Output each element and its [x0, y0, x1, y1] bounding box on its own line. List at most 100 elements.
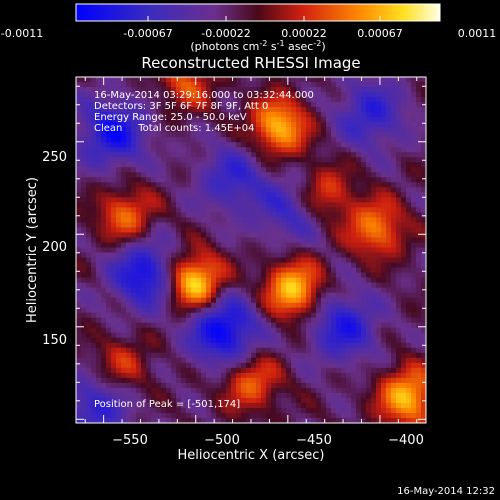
heatmap-cell	[251, 387, 257, 394]
heatmap-cell	[201, 242, 207, 248]
heatmap-cell	[246, 307, 252, 314]
heatmap-cell	[286, 117, 292, 123]
heatmap-cell	[406, 172, 412, 178]
heatmap-cell	[231, 412, 237, 419]
heatmap-cell	[366, 102, 372, 108]
heatmap-cell	[246, 187, 252, 193]
heatmap-cell	[341, 252, 347, 258]
heatmap-cell	[226, 92, 232, 98]
heatmap-cell	[101, 192, 107, 198]
heatmap-cell	[351, 242, 357, 248]
heatmap-cell	[241, 237, 247, 243]
heatmap-cell	[181, 417, 187, 423]
heatmap-cell	[356, 152, 362, 158]
heatmap-cell	[86, 387, 92, 394]
heatmap-cell	[366, 197, 372, 203]
heatmap-cell	[421, 367, 426, 374]
heatmap-cell	[176, 197, 182, 203]
heatmap-cell	[326, 82, 332, 88]
heatmap-cell	[131, 157, 137, 163]
heatmap-cell	[76, 137, 82, 143]
heatmap-cell	[371, 352, 377, 359]
heatmap-cell	[241, 347, 247, 354]
heatmap-cell	[101, 352, 107, 359]
heatmap-cell	[201, 387, 207, 394]
heatmap-cell	[106, 147, 112, 153]
heatmap-cell	[141, 297, 147, 304]
heatmap-cell	[376, 407, 382, 414]
heatmap-cell	[286, 177, 292, 183]
heatmap-cell	[276, 197, 282, 203]
heatmap-cell	[316, 402, 322, 409]
heatmap-cell	[171, 167, 177, 173]
heatmap-cell	[331, 312, 337, 319]
heatmap-cell	[136, 102, 142, 108]
heatmap-cell	[186, 377, 192, 384]
heatmap-cell	[166, 237, 172, 243]
heatmap-cell	[276, 82, 282, 88]
heatmap-cell	[76, 347, 82, 354]
heatmap-cell	[101, 302, 107, 309]
heatmap-cell	[221, 382, 227, 389]
heatmap-cell	[336, 392, 342, 399]
heatmap-cell	[76, 367, 82, 374]
heatmap-cell	[416, 217, 422, 223]
heatmap-cell	[166, 162, 172, 168]
heatmap-cell	[381, 317, 387, 324]
heatmap-cell	[296, 162, 302, 168]
heatmap-cell	[406, 377, 412, 384]
heatmap-cell	[281, 167, 287, 173]
heatmap-cell	[96, 142, 102, 148]
heatmap-cell	[236, 227, 242, 233]
heatmap-cell	[326, 117, 332, 123]
heatmap-cell	[366, 157, 372, 163]
heatmap-cell	[211, 97, 217, 103]
heatmap-cell	[396, 177, 402, 183]
heatmap-cell	[96, 132, 102, 138]
heatmap-cell	[226, 402, 232, 409]
heatmap-cell	[421, 257, 426, 263]
heatmap-cell	[401, 202, 407, 208]
heatmap-cell	[231, 297, 237, 304]
heatmap-cell	[326, 97, 332, 103]
heatmap-cell	[381, 347, 387, 354]
heatmap-cell	[341, 372, 347, 379]
heatmap-cell	[311, 77, 317, 83]
heatmap-cell	[106, 402, 112, 409]
heatmap-cell	[306, 197, 312, 203]
heatmap-cell	[106, 362, 112, 369]
heatmap-cell	[401, 82, 407, 88]
heatmap-cell	[401, 272, 407, 278]
heatmap-cell	[116, 317, 122, 324]
heatmap-cell	[276, 357, 282, 364]
heatmap-cell	[241, 107, 247, 113]
heatmap-cell	[316, 82, 322, 88]
heatmap-cell	[91, 107, 97, 113]
heatmap-cell	[351, 257, 357, 263]
heatmap-cell	[301, 102, 307, 108]
heatmap-cell	[276, 282, 282, 288]
heatmap-cell	[111, 322, 117, 329]
heatmap-cell	[76, 117, 82, 123]
heatmap-cell	[306, 262, 312, 268]
heatmap-cell	[406, 287, 412, 294]
heatmap-cell	[171, 132, 177, 138]
heatmap-cell	[191, 177, 197, 183]
heatmap-cell	[416, 257, 422, 263]
heatmap-cell	[346, 217, 352, 223]
heatmap-cell	[331, 92, 337, 98]
heatmap-cell	[116, 202, 122, 208]
heatmap-cell	[371, 112, 377, 118]
heatmap-cell	[296, 347, 302, 354]
heatmap-cell	[176, 362, 182, 369]
heatmap-cell	[226, 322, 232, 329]
heatmap-cell	[276, 337, 282, 344]
heatmap-cell	[291, 332, 297, 339]
heatmap-cell	[361, 207, 367, 213]
heatmap-cell	[341, 402, 347, 409]
heatmap-cell	[126, 122, 132, 128]
heatmap-cell	[131, 357, 137, 364]
heatmap-cell	[131, 152, 137, 158]
heatmap-cell	[221, 262, 227, 268]
heatmap-cell	[96, 397, 102, 404]
